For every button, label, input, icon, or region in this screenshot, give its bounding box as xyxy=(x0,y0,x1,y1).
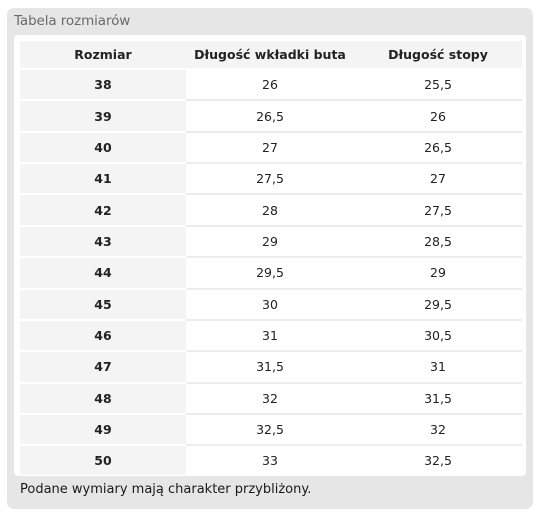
size-cell: 48 xyxy=(20,381,186,414)
table-row: 49 32,5 32 xyxy=(20,412,522,446)
foot-length-cell: 27,5 xyxy=(354,193,522,226)
foot-length-cell: 30,5 xyxy=(354,318,522,352)
foot-length-cell: 29,5 xyxy=(354,287,522,320)
table-row: 39 26,5 26 xyxy=(20,99,522,132)
table-row: 47 31,5 31 xyxy=(20,350,522,383)
insole-length-cell: 32,5 xyxy=(186,412,354,446)
table-row: 42 28 27,5 xyxy=(20,193,522,226)
size-cell: 39 xyxy=(20,99,186,132)
insole-length-cell: 26,5 xyxy=(186,99,354,132)
insole-length-cell: 30 xyxy=(186,287,354,320)
approximation-note: Podane wymiary mają charakter przybliżon… xyxy=(20,482,312,497)
table-row: 43 29 28,5 xyxy=(20,224,522,258)
header-foot-length: Długość stopy xyxy=(354,41,522,70)
foot-length-cell: 25,5 xyxy=(354,67,522,101)
insole-length-cell: 32 xyxy=(186,381,354,414)
size-cell: 50 xyxy=(20,444,186,475)
size-cell: 43 xyxy=(20,224,186,258)
table-row: 48 32 31,5 xyxy=(20,381,522,414)
insole-length-cell: 33 xyxy=(186,444,354,475)
size-cell: 44 xyxy=(20,256,186,289)
table-row: 45 30 29,5 xyxy=(20,287,522,320)
foot-length-cell: 31,5 xyxy=(354,381,522,414)
insole-length-cell: 26 xyxy=(186,67,354,101)
foot-length-cell: 28,5 xyxy=(354,224,522,258)
table-row: 38 26 25,5 xyxy=(20,67,522,101)
size-chart-panel: Tabela rozmiarów Rozmiar Długość wkładki… xyxy=(7,8,533,509)
size-cell: 47 xyxy=(20,350,186,383)
table-row: 46 31 30,5 xyxy=(20,318,522,352)
size-table-container: Rozmiar Długość wkładki buta Długość sto… xyxy=(14,35,526,476)
foot-length-cell: 31 xyxy=(354,350,522,383)
insole-length-cell: 29,5 xyxy=(186,256,354,289)
header-size: Rozmiar xyxy=(20,41,186,70)
size-cell: 46 xyxy=(20,318,186,352)
foot-length-cell: 27 xyxy=(354,162,522,195)
insole-length-cell: 27 xyxy=(186,130,354,164)
foot-length-cell: 26 xyxy=(354,99,522,132)
insole-length-cell: 31 xyxy=(186,318,354,352)
table-row: 44 29,5 29 xyxy=(20,256,522,289)
panel-title: Tabela rozmiarów xyxy=(14,13,131,29)
foot-length-cell: 26,5 xyxy=(354,130,522,164)
size-cell: 49 xyxy=(20,412,186,446)
insole-length-cell: 28 xyxy=(186,193,354,226)
table-row: 40 27 26,5 xyxy=(20,130,522,164)
size-cell: 40 xyxy=(20,130,186,164)
table-row: 50 33 32,5 xyxy=(20,444,522,475)
insole-length-cell: 29 xyxy=(186,224,354,258)
table-header-row: Rozmiar Długość wkładki buta Długość sto… xyxy=(20,41,522,70)
foot-length-cell: 32 xyxy=(354,412,522,446)
size-cell: 38 xyxy=(20,67,186,101)
size-cell: 45 xyxy=(20,287,186,320)
header-insole-length: Długość wkładki buta xyxy=(186,41,354,70)
insole-length-cell: 27,5 xyxy=(186,162,354,195)
insole-length-cell: 31,5 xyxy=(186,350,354,383)
size-table: Rozmiar Długość wkładki buta Długość sto… xyxy=(20,41,522,475)
size-cell: 42 xyxy=(20,193,186,226)
size-cell: 41 xyxy=(20,162,186,195)
table-row: 41 27,5 27 xyxy=(20,162,522,195)
foot-length-cell: 32,5 xyxy=(354,444,522,475)
foot-length-cell: 29 xyxy=(354,256,522,289)
